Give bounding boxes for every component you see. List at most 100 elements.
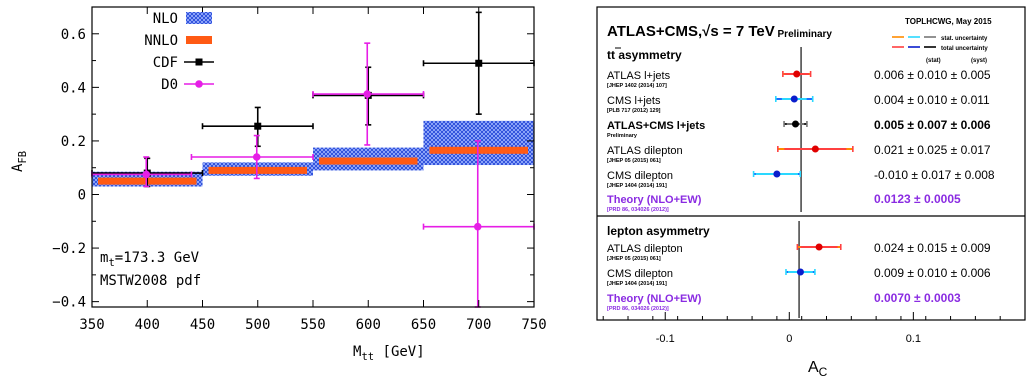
entry-value: 0.006 ± 0.010 ± 0.005 <box>874 68 991 82</box>
section-title-part: t <box>607 48 611 62</box>
y-axis-label-main: A <box>10 163 26 172</box>
charge-asymmetry-summary-chart: ATLAS+CMS,√s = 7 TeV Preliminary TOPLHCWG… <box>596 6 1026 379</box>
d0-point <box>252 153 261 161</box>
x-axis-label: Mtt [GeV] <box>353 344 425 363</box>
central-value-point <box>811 145 819 153</box>
section-title-part: t <box>611 48 615 62</box>
central-value-point <box>815 243 823 251</box>
legend-label-d0: D0 <box>161 77 178 93</box>
entry-reference: [JHEP 1404 (2014) 191] <box>607 183 667 189</box>
legend-swatch-nlo <box>186 12 212 24</box>
x-tick-label: 550 <box>300 317 325 333</box>
entry-reference: [PRD 86, 034026 (2012)] <box>607 207 669 213</box>
entry-reference: [JHEP 1402 (2014) 107] <box>607 83 667 89</box>
entry-label: ATLAS+CMS l+jets <box>607 120 705 132</box>
annotation-pdf: MSTW2008 pdf <box>100 273 201 289</box>
legend-label-nlo: NLO <box>153 11 178 27</box>
legend-label-cdf: CDF <box>153 55 178 71</box>
summary-title-prelim: Preliminary <box>775 29 833 40</box>
entry-label: Theory (NLO+EW) <box>607 194 702 206</box>
x-tick-label: 0.1 <box>906 333 921 345</box>
entry-value: 0.0070 ± 0.0003 <box>874 291 961 305</box>
x-tick-label: 450 <box>190 317 215 333</box>
y-tick-label: −0.4 <box>52 295 86 311</box>
nnlo-bar <box>208 166 307 174</box>
y-tick-label: 0.6 <box>61 27 86 43</box>
legend-stat-label: stat. uncertainty <box>941 36 988 42</box>
x-axis-label: AC <box>808 359 828 379</box>
x-tick-label: 400 <box>135 317 160 333</box>
entry-value: -0.010 ± 0.017 ± 0.008 <box>874 168 995 182</box>
entry-value: 0.021 ± 0.025 ± 0.017 <box>874 143 991 157</box>
entry-label: ATLAS dilepton <box>607 145 683 157</box>
central-value-point <box>791 120 799 128</box>
nnlo-bar <box>429 146 528 154</box>
legend-swatch-nnlo <box>186 36 212 44</box>
y-axis-label-sub: FB <box>17 151 29 164</box>
x-axis-label-sub: C <box>819 365 828 379</box>
central-value-point <box>790 95 798 103</box>
x-axis-label-sub: tt <box>361 351 374 363</box>
central-value-point <box>793 70 801 78</box>
entry-value: 0.005 ± 0.007 ± 0.006 <box>874 118 991 132</box>
entry-label: CMS dilepton <box>607 268 673 280</box>
d0-point <box>142 170 151 179</box>
entry-reference: [PLB 717 (2012) 129] <box>607 108 661 114</box>
summary-frame <box>596 6 1026 321</box>
afb-vs-mtt-chart: 350 400 450 500 550 600 650 700 750 −0.4 −0.2 0 0.2 0… <box>10 6 547 363</box>
section-title-part: asymmetry <box>615 48 682 62</box>
entry-reference: [JHEP 1404 (2014) 191] <box>607 281 667 287</box>
section-title-ttbar: tt asymmetry <box>607 48 682 62</box>
syst-header: (syst) <box>971 58 987 64</box>
y-axis-label: AFB <box>10 151 29 172</box>
central-value-point <box>773 170 781 178</box>
entry-reference: [PRD 86, 034026 (2012)] <box>607 306 669 312</box>
d0-point <box>363 90 372 98</box>
annotation-mass: mt=173.3 GeV <box>100 250 200 269</box>
x-tick-label: 650 <box>411 317 436 333</box>
x-tick-label: 500 <box>245 317 270 333</box>
x-tick-label: 600 <box>356 317 381 333</box>
entry-reference: [JHEP 05 (2015) 061] <box>607 158 661 164</box>
x-tick-label: -0.1 <box>656 333 675 345</box>
legend-total-label: total uncertainty <box>941 46 988 52</box>
summary-title: ATLAS+CMS,√s = 7 TeV Preliminary <box>607 23 832 40</box>
legend-swatch-cdf-marker <box>195 58 203 66</box>
entry-value: 0.0123 ± 0.0005 <box>874 192 961 206</box>
entry-value: 0.009 ± 0.010 ± 0.006 <box>874 266 991 280</box>
y-tick-label: −0.2 <box>52 241 86 257</box>
y-tick-label: 0.2 <box>61 134 86 150</box>
entry-label: CMS l+jets <box>607 95 661 107</box>
entry-reference: [JHEP 05 (2015) 061] <box>607 256 661 262</box>
cdf-point <box>254 122 262 130</box>
y-tick-label: 0.4 <box>61 80 86 96</box>
x-tick-label: 350 <box>79 317 104 333</box>
entry-value: 0.024 ± 0.015 ± 0.009 <box>874 241 991 255</box>
x-tick-label: 750 <box>521 317 546 333</box>
stat-header: (stat) <box>926 58 941 64</box>
corner-label: TOPLHCWG, May 2015 <box>905 17 992 26</box>
cdf-point <box>475 59 483 67</box>
summary-title-energy: √s = 7 TeV <box>702 23 775 40</box>
annotation-mass-value: =173.3 GeV <box>115 250 200 266</box>
x-axis-unit: [GeV] <box>374 344 425 360</box>
x-axis-label-main: M <box>353 344 361 360</box>
annotation-mass-main: m <box>100 250 108 266</box>
x-tick-label: 700 <box>466 317 491 333</box>
entry-reference: Preliminary <box>607 133 638 139</box>
x-tick-label: 0 <box>786 333 792 345</box>
annotation-mass-sub: t <box>108 257 114 269</box>
nnlo-bar <box>319 157 418 165</box>
y-tick-label: 0 <box>78 188 86 204</box>
central-value-point <box>796 268 804 276</box>
legend-label-nnlo: NNLO <box>144 33 178 49</box>
entry-label: Theory (NLO+EW) <box>607 293 702 305</box>
x-axis-label-main: A <box>808 359 819 376</box>
section-title-lepton: lepton asymmetry <box>607 224 710 238</box>
legend-swatch-d0-marker <box>195 80 203 88</box>
d0-point <box>473 222 482 231</box>
entry-label: ATLAS l+jets <box>607 70 671 82</box>
entry-value: 0.004 ± 0.010 ± 0.011 <box>874 93 990 107</box>
nlo-band-bar <box>423 120 534 166</box>
